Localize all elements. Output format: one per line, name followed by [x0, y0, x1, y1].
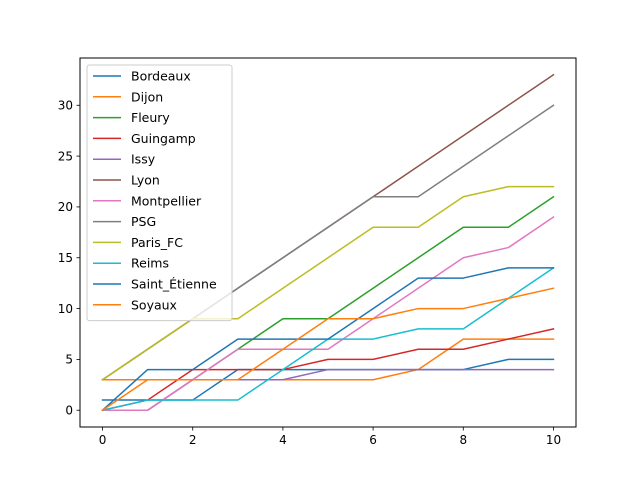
legend-label: PSG — [131, 214, 156, 229]
legend-label: Lyon — [131, 173, 160, 188]
series-lines — [101, 73, 555, 412]
series-line-11 — [101, 287, 555, 412]
y-tick-label: 15 — [58, 251, 73, 265]
legend-label: Bordeaux — [131, 69, 191, 84]
x-tick-label: 10 — [546, 433, 561, 447]
x-tick-label: 0 — [99, 433, 107, 447]
x-tick-label: 4 — [279, 433, 287, 447]
legend-label: Paris_FC — [131, 235, 183, 250]
y-tick-label: 30 — [58, 99, 73, 113]
y-tick-label: 20 — [58, 200, 73, 214]
legend: Bordeaux Dijon Fleury Guingamp Issy Lyon Montp… — [86, 64, 233, 322]
legend-label: Guingamp — [131, 131, 196, 146]
y-axis-ticks: 0 5 10 15 20 25 30 — [58, 99, 80, 418]
y-tick-label: 5 — [65, 353, 73, 367]
y-tick-label: 10 — [58, 302, 73, 316]
legend-box — [86, 64, 233, 322]
x-tick-label: 2 — [189, 433, 197, 447]
legend-label: Dijon — [131, 89, 163, 104]
legend-label: Saint_Étienne — [131, 277, 217, 292]
y-tick-label: 0 — [65, 404, 73, 418]
legend-label: Fleury — [131, 110, 170, 125]
legend-label: Issy — [131, 152, 156, 167]
x-tick-label: 8 — [459, 433, 467, 447]
x-tick-label: 6 — [369, 433, 377, 447]
y-tick-label: 25 — [58, 149, 73, 163]
series-line-4 — [101, 368, 555, 411]
series-line-10 — [101, 267, 555, 412]
legend-label: Reims — [131, 256, 169, 271]
legend-label: Montpellier — [131, 193, 202, 208]
x-axis-ticks: 0 2 4 6 8 10 — [99, 427, 561, 447]
series-line-6 — [101, 216, 555, 411]
axes-frame — [79, 57, 577, 428]
series-line-8 — [101, 185, 555, 381]
legend-label: Soyaux — [131, 297, 177, 312]
